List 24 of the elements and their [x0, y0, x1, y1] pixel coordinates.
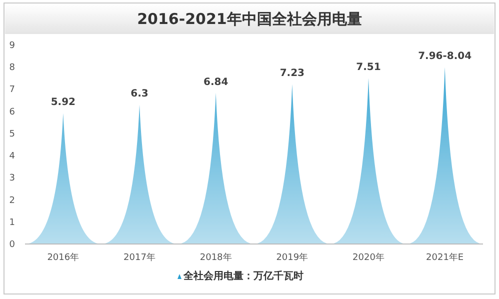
data-label: 7.96-8.04 — [418, 51, 472, 62]
data-label: 6.84 — [203, 76, 228, 88]
data-label: 7.51 — [356, 62, 381, 73]
y-tick-label: 8 — [9, 63, 16, 74]
data-label: 6.3 — [130, 88, 148, 100]
x-tick-label: 2017年 — [124, 252, 156, 263]
y-tick-label: 3 — [9, 174, 15, 184]
x-tick-label: 2019年 — [276, 252, 308, 263]
y-tick-label: 1 — [9, 218, 15, 228]
y-tick-label: 6 — [9, 107, 16, 118]
y-tick-label: 7 — [9, 85, 15, 96]
x-tick-label: 2021年E — [426, 252, 464, 263]
y-tick-label: 9 — [9, 41, 16, 51]
y-tick-label: 4 — [9, 152, 16, 162]
x-tick-label: 2016年 — [47, 252, 80, 263]
x-tick-label: 2020年 — [352, 252, 384, 263]
data-label: 7.23 — [280, 68, 305, 80]
y-tick-label: 5 — [9, 129, 15, 140]
y-tick-label: 2 — [9, 196, 15, 206]
y-tick-label: 0 — [9, 240, 16, 250]
data-label: 5.92 — [50, 97, 76, 108]
x-tick-label: 2018年 — [200, 252, 232, 263]
chart-title: 2016-2021年中国全社会用电量 — [137, 10, 362, 28]
legend-label: 全社会用电量：万亿千瓦时 — [182, 270, 304, 282]
